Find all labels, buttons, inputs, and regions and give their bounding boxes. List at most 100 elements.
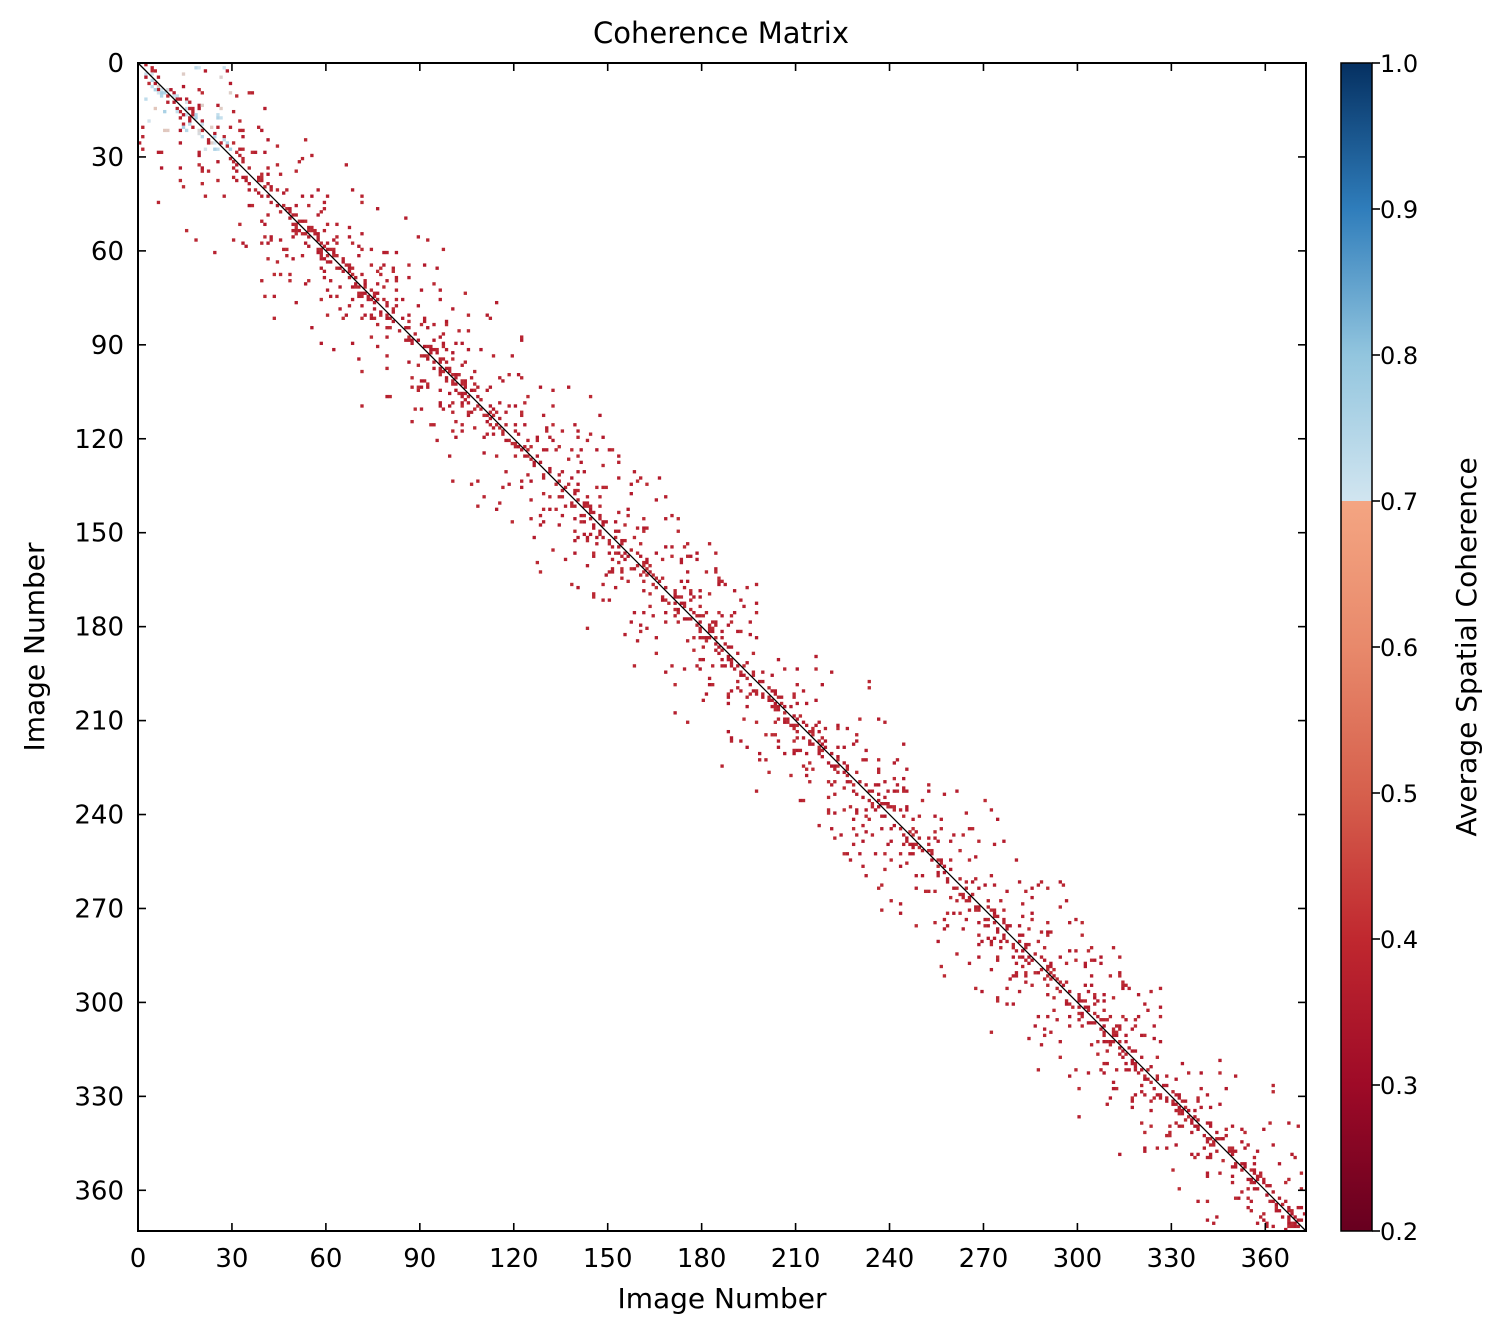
heatmap-cell <box>685 720 690 724</box>
heatmap-cell <box>826 811 831 815</box>
heatmap-cell <box>322 207 327 211</box>
heatmap-cell <box>466 413 471 418</box>
heatmap-cell <box>1039 930 1044 934</box>
heatmap-cell <box>1061 983 1066 987</box>
heatmap-cell <box>448 369 452 374</box>
heatmap-cell <box>723 664 727 668</box>
heatmap-cell <box>466 410 471 414</box>
heatmap-cell <box>836 770 840 775</box>
heatmap-cell <box>1124 1039 1128 1044</box>
heatmap-cell <box>432 347 436 352</box>
heatmap-cell <box>228 91 233 95</box>
heatmap-cell <box>613 585 618 590</box>
heatmap-cell <box>1165 1133 1169 1138</box>
heatmap-cell <box>795 748 799 753</box>
heatmap-cell <box>598 495 602 499</box>
heatmap-cell <box>1180 1124 1185 1128</box>
heatmap-cell <box>426 238 430 242</box>
heatmap-cell <box>291 235 295 239</box>
heatmap-cell <box>394 304 399 308</box>
heatmap-cell <box>1240 1127 1244 1131</box>
heatmap-cell <box>206 141 211 145</box>
heatmap-cell <box>282 247 286 252</box>
heatmap-cell <box>256 178 261 183</box>
heatmap-cell <box>1130 1058 1134 1063</box>
heatmap-cell <box>952 911 956 915</box>
heatmap-cell <box>795 701 799 706</box>
heatmap-cell <box>1293 1155 1297 1160</box>
heatmap-cell <box>538 570 543 574</box>
heatmap-cell <box>1227 1149 1232 1153</box>
heatmap-cell <box>1155 1146 1160 1150</box>
heatmap-cell <box>1024 889 1028 894</box>
heatmap-cell <box>335 235 339 239</box>
heatmap-cell <box>354 285 358 289</box>
heatmap-cell <box>466 347 471 352</box>
heatmap-cell <box>642 579 646 584</box>
heatmap-cell <box>535 560 540 565</box>
heatmap-cell <box>1080 999 1084 1003</box>
heatmap-cell <box>639 554 643 558</box>
heatmap-cell <box>307 235 311 239</box>
y-tick-label: 150 <box>74 519 124 549</box>
heatmap-cell <box>820 736 824 740</box>
heatmap-cell <box>588 507 593 511</box>
heatmap-cell <box>460 341 464 346</box>
heatmap-cell <box>385 300 389 305</box>
heatmap-cell <box>1277 1209 1282 1213</box>
heatmap-cell <box>958 848 962 853</box>
heatmap-cell <box>369 335 374 339</box>
heatmap-cell <box>551 548 555 552</box>
heatmap-cell <box>1224 1133 1228 1138</box>
heatmap-cell <box>660 595 665 599</box>
heatmap-cell <box>964 899 969 903</box>
heatmap-cell <box>704 636 709 640</box>
heatmap-cell <box>350 285 355 289</box>
heatmap-cell <box>560 495 565 499</box>
heatmap-cell <box>520 485 524 490</box>
heatmap-cell <box>363 313 367 317</box>
heatmap-cell <box>444 379 449 383</box>
heatmap-cell <box>557 473 561 477</box>
heatmap-cell <box>883 802 887 806</box>
x-tick-label: 60 <box>309 1244 342 1274</box>
heatmap-cell <box>610 545 615 549</box>
heatmap-cell <box>639 623 643 627</box>
heatmap-cell <box>488 416 493 421</box>
heatmap-cell <box>369 313 374 317</box>
heatmap-cell <box>169 88 173 92</box>
heatmap-cell <box>942 864 947 868</box>
heatmap-cell <box>592 526 596 530</box>
heatmap-cell <box>163 128 167 133</box>
heatmap-cell <box>388 326 392 330</box>
heatmap-cell <box>814 723 818 728</box>
heatmap-cell <box>736 664 740 668</box>
heatmap-cell <box>808 742 812 746</box>
heatmap-cell <box>1208 1105 1213 1110</box>
heatmap-cell <box>523 401 527 405</box>
heatmap-cell <box>576 498 580 502</box>
heatmap-cell <box>147 119 151 123</box>
heatmap-cell <box>667 601 671 605</box>
heatmap-cell <box>585 501 590 505</box>
heatmap-cell <box>1042 1033 1047 1038</box>
heatmap-cell <box>197 103 201 108</box>
heatmap-cell <box>1271 1224 1275 1229</box>
heatmap-cell <box>1061 883 1066 887</box>
heatmap-cell <box>419 354 424 358</box>
heatmap-cell <box>360 247 364 252</box>
heatmap-cell <box>194 238 198 242</box>
heatmap-cell <box>1068 1024 1072 1028</box>
heatmap-cell <box>350 297 355 302</box>
heatmap-cell <box>620 542 624 546</box>
heatmap-cell <box>344 313 348 317</box>
heatmap-cell <box>1124 1052 1128 1056</box>
heatmap-cell <box>563 504 568 508</box>
heatmap-cell <box>441 341 446 346</box>
heatmap-cell <box>426 382 430 386</box>
heatmap-cell <box>1158 1014 1163 1019</box>
heatmap-cell <box>316 188 320 192</box>
heatmap-cell <box>1243 1146 1247 1150</box>
heatmap-cell <box>1074 958 1078 962</box>
heatmap-cell <box>698 614 702 618</box>
